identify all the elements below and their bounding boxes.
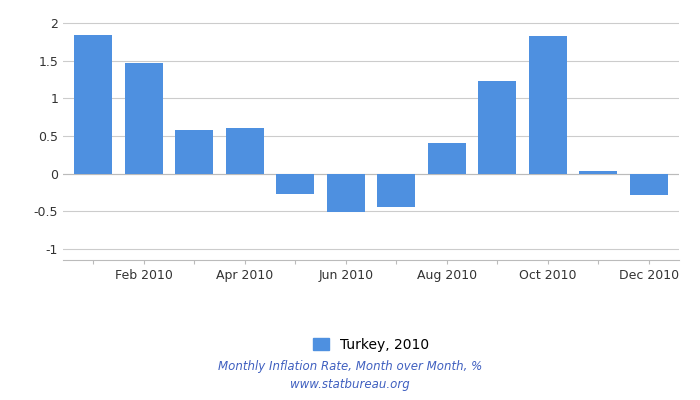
Bar	[276, 174, 314, 194]
Bar	[74, 34, 112, 174]
Text: Monthly Inflation Rate, Month over Month, %: Monthly Inflation Rate, Month over Month…	[218, 360, 482, 373]
Bar	[125, 63, 162, 174]
Bar	[226, 128, 264, 174]
Bar	[327, 174, 365, 212]
Bar	[175, 130, 214, 174]
Bar	[630, 174, 668, 195]
Bar	[580, 171, 617, 174]
Text: www.statbureau.org: www.statbureau.org	[290, 378, 410, 391]
Legend: Turkey, 2010: Turkey, 2010	[307, 332, 435, 357]
Bar	[377, 174, 415, 207]
Bar	[428, 143, 466, 174]
Bar	[478, 81, 516, 174]
Bar	[528, 36, 567, 174]
